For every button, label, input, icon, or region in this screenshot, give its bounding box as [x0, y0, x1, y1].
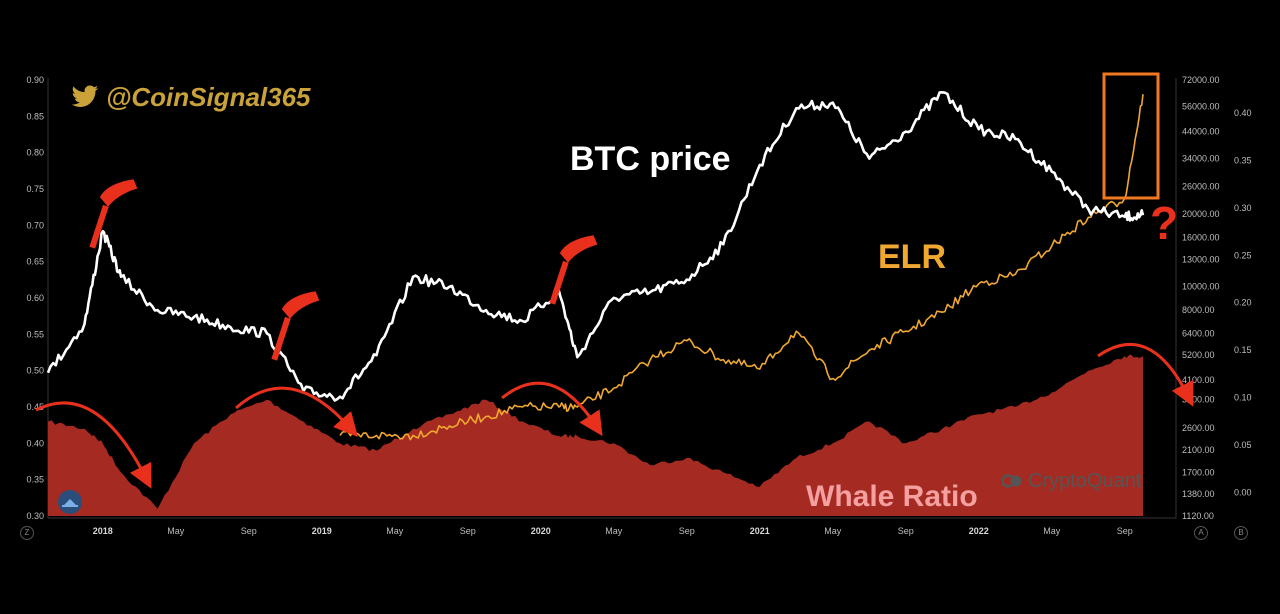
- whale-ratio-label: Whale Ratio: [806, 480, 978, 513]
- cryptoquant-logo-icon: [1002, 474, 1022, 488]
- x-axis-tick-label: May: [1043, 526, 1061, 536]
- price-axis-tick-label: 10000.00: [1182, 282, 1220, 292]
- hammer-icon: [271, 291, 320, 361]
- btc-price-series: [46, 91, 1145, 402]
- ratio-axis-tick-label: 0.00: [1234, 487, 1252, 497]
- elr-line: [339, 94, 1144, 441]
- left-axis-tick-label: 0.75: [26, 184, 44, 194]
- price-axis-tick-label: 20000.00: [1182, 209, 1220, 219]
- x-axis-tick-label: May: [605, 526, 623, 536]
- curved-arrow-icon: [1097, 342, 1194, 407]
- price-axis-tick-label: 16000.00: [1182, 233, 1220, 243]
- price-axis-tick-label: 3400.00: [1182, 395, 1215, 405]
- left-axis-tick-label: 0.65: [26, 257, 44, 267]
- price-axis-tick-label: 2600.00: [1182, 423, 1215, 433]
- right-axis-handle-b[interactable]: B: [1234, 526, 1248, 540]
- price-axis-tick-label: 6400.00: [1182, 328, 1215, 338]
- x-axis-tick-label: 2022: [969, 526, 989, 536]
- left-axis-tick-label: 0.40: [26, 438, 44, 448]
- curved-arrow-icon: [501, 381, 603, 437]
- x-axis-tick-label: 2019: [312, 526, 332, 536]
- price-axis-tick-label: 1700.00: [1182, 467, 1215, 477]
- x-axis-tick-label: Sep: [241, 526, 257, 536]
- left-axis-tick-label: 0.85: [26, 111, 44, 121]
- btc-price-label: BTC price: [570, 140, 731, 178]
- ratio-axis-tick-label: 0.40: [1234, 108, 1252, 118]
- ratio-axis-tick-label: 0.05: [1234, 440, 1252, 450]
- left-axis-tick-label: 0.80: [26, 148, 44, 158]
- ratio-axis-tick-label: 0.25: [1234, 250, 1252, 260]
- left-axis-handle[interactable]: Z: [20, 526, 34, 540]
- elr-series: [339, 94, 1144, 441]
- highlight-box: [1102, 72, 1160, 200]
- left-axis-tick-label: 0.55: [26, 329, 44, 339]
- ratio-axis-tick-label: 0.15: [1234, 345, 1252, 355]
- left-axis-tick-label: 0.90: [26, 75, 44, 85]
- x-axis-tick-label: May: [824, 526, 842, 536]
- price-axis-tick-label: 26000.00: [1182, 182, 1220, 192]
- cryptoquant-watermark: CryptoQuant: [1002, 470, 1141, 493]
- twitter-handle: @CoinSignal365: [70, 82, 311, 113]
- curved-arrow-icon: [35, 401, 152, 489]
- hammer-icon: [89, 179, 138, 249]
- twitter-bird-icon: [71, 85, 99, 107]
- price-axis-tick-label: 56000.00: [1182, 101, 1220, 111]
- left-axis-tick-label: 0.30: [26, 511, 44, 521]
- ratio-axis-tick-label: 0.10: [1234, 393, 1252, 403]
- left-axis-ticks: 0.30 0.35 0.40 0.45 0.50 0.55 0.60 0.65 0.70 0.75…: [26, 75, 44, 521]
- price-axis-tick-label: 8000.00: [1182, 305, 1215, 315]
- x-axis-tick-label: 2020: [531, 526, 551, 536]
- left-axis-tick-label: 0.50: [26, 366, 44, 376]
- whale-ratio-area: [48, 354, 1143, 516]
- ratio-axis-tick-label: 0.20: [1234, 298, 1252, 308]
- price-axis-ticks: 1120.00 1380.00 1700.00 2100.00 2600.00 3400.…: [1182, 75, 1220, 521]
- btc-price-line: [46, 91, 1145, 402]
- ratio-axis-ticks: 0.00 0.05 0.10 0.15 0.20 0.25 0.30 0.35 0.40: [1234, 108, 1252, 497]
- price-axis-tick-label: 44000.00: [1182, 127, 1220, 137]
- price-axis-tick-label: 5200.00: [1182, 350, 1215, 360]
- twitter-handle-text: @CoinSignal365: [106, 82, 311, 112]
- whale-ratio-series: [48, 354, 1143, 516]
- tradingview-logo: [58, 490, 82, 514]
- left-axis-tick-label: 0.45: [26, 402, 44, 412]
- x-axis-tick-label: Sep: [460, 526, 476, 536]
- curved-arrow-icon: [235, 386, 358, 437]
- price-axis-tick-label: 13000.00: [1182, 254, 1220, 264]
- left-axis-tick-label: 0.60: [26, 293, 44, 303]
- x-axis-tick-label: Sep: [679, 526, 695, 536]
- cryptoquant-watermark-text: CryptoQuant: [1028, 470, 1142, 492]
- price-axis-tick-label: 4100.00: [1182, 375, 1215, 385]
- x-axis-tick-label: May: [386, 526, 404, 536]
- right-axis-handle-a[interactable]: A: [1194, 526, 1208, 540]
- price-axis-tick-label: 72000.00: [1182, 75, 1220, 85]
- ratio-axis-tick-label: 0.30: [1234, 203, 1252, 213]
- left-axis-tick-label: 0.70: [26, 220, 44, 230]
- x-axis-tick-label: Sep: [898, 526, 914, 536]
- price-axis-tick-label: 1380.00: [1182, 489, 1215, 499]
- x-axis-ticks: 2018 May Sep 2019 May Sep 2020 May Sep 2021 May Sep…: [93, 526, 1133, 536]
- cloud-logo-icon: [62, 499, 78, 507]
- x-axis-tick-label: 2021: [750, 526, 770, 536]
- price-axis-tick-label: 2100.00: [1182, 445, 1215, 455]
- hammer-icon: [549, 235, 598, 305]
- x-axis-tick-label: May: [167, 526, 185, 536]
- left-axis-tick-label: 0.35: [26, 475, 44, 485]
- elr-label: ELR: [878, 238, 946, 276]
- x-axis-tick-label: Sep: [1117, 526, 1133, 536]
- question-mark: ?: [1150, 197, 1179, 249]
- price-axis-tick-label: 1120.00: [1182, 511, 1214, 521]
- price-axis-tick-label: 34000.00: [1182, 154, 1220, 164]
- x-axis-tick-label: 2018: [93, 526, 113, 536]
- ratio-axis-tick-label: 0.35: [1234, 156, 1252, 166]
